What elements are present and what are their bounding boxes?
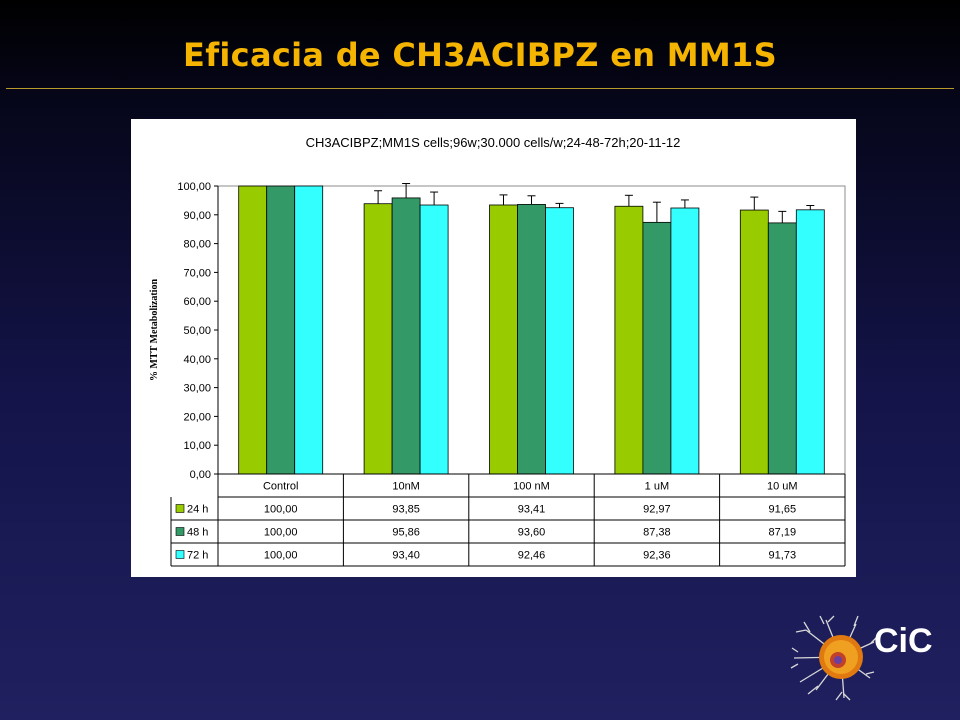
bar-72h-4 (795, 209, 825, 475)
x-category-label: Control (263, 481, 298, 493)
x-category-label: 10 uM (767, 481, 798, 493)
slide-title: Eficacia de CH3ACIBPZ en MM1S (183, 36, 777, 74)
bar-48h-4 (767, 222, 797, 475)
bar-24h-2 (489, 204, 518, 475)
x-category-label: 1 uM (645, 481, 669, 493)
y-tick-label: 60,00 (183, 296, 211, 308)
x-category-label: 10nM (392, 481, 420, 493)
y-tick-label: 80,00 (183, 239, 211, 251)
cell-logo-icon (790, 615, 879, 701)
table-value: 93,60 (518, 527, 546, 539)
y-tick-label: 70,00 (183, 267, 211, 279)
legend-swatch (175, 550, 185, 559)
bar-48h-1 (391, 197, 421, 475)
bar-48h-3 (642, 221, 672, 475)
y-tick-label: 30,00 (183, 383, 211, 395)
cic-logo: CiC (790, 615, 933, 701)
table-value: 87,19 (769, 527, 797, 539)
bar-24h-4 (739, 209, 769, 475)
y-tick-label: 50,00 (183, 325, 211, 337)
table-value: 100,00 (264, 504, 298, 516)
bar-24h-1 (363, 203, 393, 475)
table-value: 91,73 (769, 550, 797, 562)
legend-label: 48 h (187, 527, 208, 539)
y-tick-label: 90,00 (183, 210, 211, 222)
table-value: 93,85 (392, 504, 420, 516)
table-value: 92,97 (643, 504, 671, 516)
chart-panel: CH3ACIBPZ;MM1S cells;96w;30.000 cells/w;… (131, 119, 856, 577)
table-value: 95,86 (392, 527, 420, 539)
y-axis-title: % MTT Metabolization (149, 279, 160, 381)
legend-label: 72 h (187, 550, 208, 562)
bar-48h-0 (266, 185, 296, 475)
table-value: 91,65 (769, 504, 797, 516)
legend-swatch (175, 527, 185, 536)
table-value: 100,00 (264, 527, 298, 539)
table-value: 93,40 (392, 550, 420, 562)
legend-swatch (175, 504, 185, 513)
logo-text: CiC (874, 622, 933, 660)
y-tick-label: 20,00 (183, 411, 211, 423)
title-divider (6, 88, 954, 89)
chart-title: CH3ACIBPZ;MM1S cells;96w;30.000 cells/w;… (306, 135, 681, 150)
bar-72h-3 (670, 207, 700, 475)
bar-24h-3 (614, 205, 644, 475)
y-tick-label: 40,00 (183, 354, 211, 366)
y-tick-label: 0,00 (190, 469, 211, 481)
x-category-label: 100 nM (513, 481, 550, 493)
bar-chart: CH3ACIBPZ;MM1S cells;96w;30.000 cells/w;… (149, 135, 846, 567)
bar-72h-1 (419, 204, 449, 475)
y-tick-label: 100,00 (177, 181, 211, 193)
bar-48h-2 (517, 204, 546, 475)
legend-label: 24 h (187, 504, 208, 516)
table-value: 92,36 (643, 550, 671, 562)
bar-72h-2 (545, 207, 574, 475)
table-value: 93,41 (518, 504, 546, 516)
bar-24h-0 (238, 185, 268, 475)
table-value: 92,46 (518, 550, 546, 562)
table-value: 87,38 (643, 527, 671, 539)
table-value: 100,00 (264, 550, 298, 562)
bar-72h-0 (294, 185, 324, 475)
y-tick-label: 10,00 (183, 440, 211, 452)
